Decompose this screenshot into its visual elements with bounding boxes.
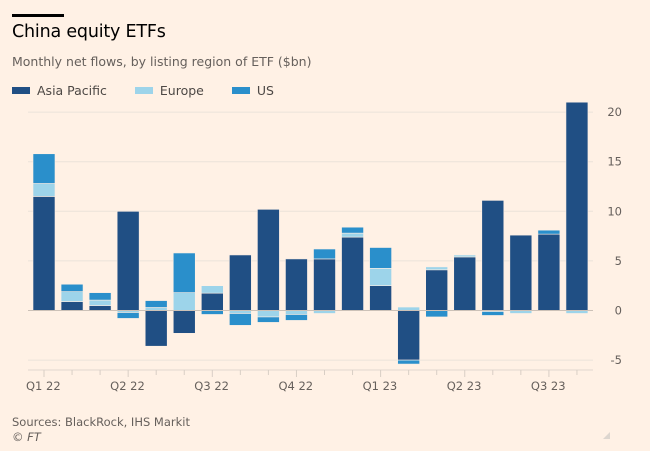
y-tick-label: 10 xyxy=(607,204,622,218)
x-tick-label: Q4 22 xyxy=(278,379,313,393)
bar-segment-asia-pacific xyxy=(369,285,392,311)
legend-swatch-asia-pacific xyxy=(12,87,30,94)
x-axis: Q1 22 Q2 22 Q3 22 Q4 22 Q1 23 Q2 23 Q3 23 xyxy=(26,369,593,393)
bar-segment-us xyxy=(88,292,112,301)
legend-item-asia-pacific: Asia Pacific xyxy=(12,83,107,98)
bar-segment-europe xyxy=(257,310,280,318)
y-tick-label: 5 xyxy=(615,254,622,268)
bar-segment-asia-pacific xyxy=(257,209,280,311)
bar-segment-europe xyxy=(32,183,56,197)
legend-item-us: US xyxy=(231,83,274,98)
bar-segment-europe xyxy=(285,310,308,315)
bar-segment-europe xyxy=(172,292,196,311)
bar-segment-us xyxy=(229,313,252,326)
bar-segment-europe xyxy=(397,306,420,311)
bar-segment-asia-pacific xyxy=(285,258,308,311)
bar-segment-europe xyxy=(453,254,477,258)
bar-segment-europe xyxy=(88,299,112,306)
bar-segment-asia-pacific xyxy=(425,269,449,311)
bar-segment-asia-pacific xyxy=(32,196,56,311)
legend-label-europe: Europe xyxy=(159,83,204,98)
bar-segment-europe xyxy=(60,291,84,302)
bar-segment-us xyxy=(172,252,196,293)
legend-swatch-europe xyxy=(134,87,153,94)
bar-segment-asia-pacific xyxy=(509,234,533,311)
header-rule xyxy=(12,14,64,17)
bar-segment-us xyxy=(369,247,392,269)
bar-segment-us xyxy=(32,153,56,184)
bar-segment-europe xyxy=(425,266,449,271)
x-tick-label: Q3 22 xyxy=(194,379,229,393)
bar-segment-us xyxy=(341,226,364,234)
y-tick-label: 15 xyxy=(607,155,622,169)
resize-corner-icon xyxy=(603,432,610,439)
y-tick-label: -5 xyxy=(611,353,622,367)
bar-segment-us xyxy=(201,310,224,315)
bar-segment-us xyxy=(116,312,140,319)
chart-title: China equity ETFs xyxy=(12,22,166,42)
bar-segment-asia-pacific xyxy=(172,310,196,334)
bar-segment-asia-pacific xyxy=(144,310,168,347)
copyright-note: © FT xyxy=(12,430,41,444)
x-tick-label: Q1 22 xyxy=(26,379,61,393)
y-axis: -5 0 5 10 15 20 xyxy=(607,105,622,367)
source-note: Sources: BlackRock, IHS Markit xyxy=(12,415,190,429)
legend-swatch-us xyxy=(231,87,250,94)
bars xyxy=(32,101,589,365)
bar-segment-asia-pacific xyxy=(453,256,477,311)
bar-segment-us xyxy=(397,359,420,365)
bar-segment-asia-pacific xyxy=(397,310,420,361)
bar-segment-asia-pacific xyxy=(341,236,364,311)
bar-segment-asia-pacific xyxy=(565,101,589,311)
bar-segment-us xyxy=(313,248,336,260)
bar-segment-asia-pacific xyxy=(481,200,505,311)
bar-segment-asia-pacific xyxy=(229,254,252,311)
bar-segment-asia-pacific xyxy=(116,211,140,311)
bar-segment-asia-pacific xyxy=(537,233,561,311)
x-tick-label: Q2 22 xyxy=(110,379,145,393)
bar-segment-europe xyxy=(341,232,364,238)
bar-segment-us xyxy=(60,283,84,292)
legend-item-europe: Europe xyxy=(134,83,204,98)
bar-segment-us xyxy=(144,300,168,308)
y-tick-label: 20 xyxy=(607,105,622,119)
x-tick-label: Q3 23 xyxy=(531,379,566,393)
chart-subtitle: Monthly net flows, by listing region of … xyxy=(12,54,312,69)
legend-label-us: US xyxy=(256,83,274,98)
legend: Asia Pacific Europe US xyxy=(12,83,302,98)
bar-segment-us xyxy=(425,310,449,318)
bar-segment-europe xyxy=(201,285,224,294)
bar-segment-europe xyxy=(369,268,392,286)
bar-segment-us xyxy=(481,311,505,316)
x-tick-label: Q2 23 xyxy=(447,379,482,393)
bar-segment-us xyxy=(537,229,561,235)
bar-segment-us xyxy=(257,316,280,323)
bar-segment-asia-pacific xyxy=(201,292,224,311)
gridlines xyxy=(28,111,593,361)
x-tick-label: Q1 23 xyxy=(363,379,398,393)
bar-segment-asia-pacific xyxy=(88,305,112,311)
bar-segment-asia-pacific xyxy=(313,258,336,311)
y-tick-label: 0 xyxy=(615,304,622,318)
bar-segment-asia-pacific xyxy=(60,301,84,311)
legend-label-asia-pacific: Asia Pacific xyxy=(37,83,107,98)
bar-segment-us xyxy=(285,314,308,321)
